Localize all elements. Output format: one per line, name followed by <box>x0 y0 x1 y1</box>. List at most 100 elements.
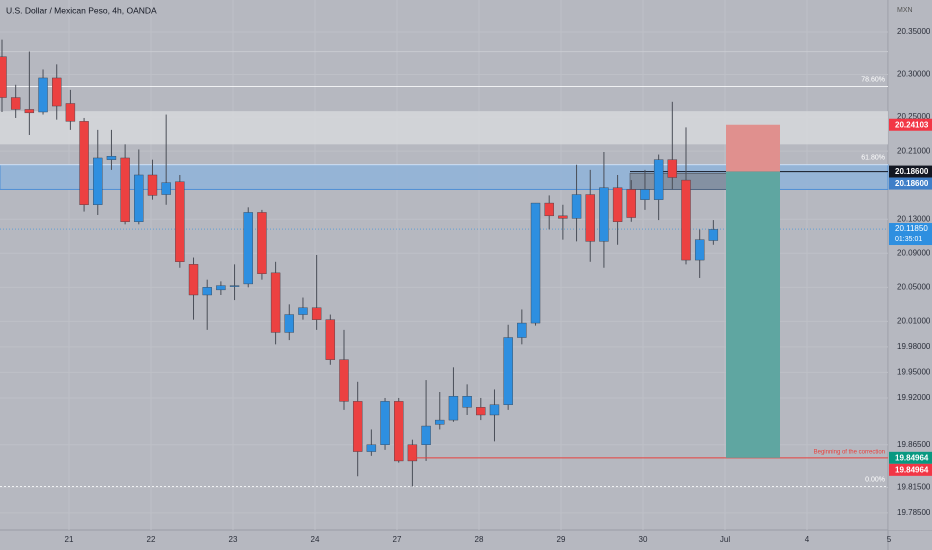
candle-body <box>585 194 595 242</box>
candle-body <box>517 322 527 338</box>
y-tick-label: 20.35000 <box>897 27 931 36</box>
chart-title: U.S. Dollar / Mexican Peso, 4h, OANDA <box>6 5 157 15</box>
candle-body <box>708 229 719 241</box>
y-tick-label: 19.86500 <box>897 440 931 449</box>
candle-body <box>339 359 349 402</box>
candle-body <box>325 319 336 360</box>
x-tick-label: 30 <box>639 535 648 544</box>
fib-label: 0.00% <box>865 476 885 483</box>
x-tick-label: 28 <box>475 535 484 544</box>
candle-body <box>544 202 554 217</box>
candle-body <box>24 109 35 114</box>
candle-body <box>667 159 678 178</box>
y-tick-label: 20.09000 <box>897 248 931 257</box>
candle-body <box>366 444 377 452</box>
candle-body <box>612 187 623 222</box>
candle-body <box>243 212 253 285</box>
price-label-box <box>889 451 932 464</box>
candle-body <box>448 396 459 421</box>
candle-body <box>202 287 212 296</box>
candle-body <box>79 121 89 205</box>
candle-body <box>0 56 7 98</box>
candle-body <box>352 401 363 452</box>
price-axis <box>889 0 932 530</box>
y-tick-label: 20.13000 <box>897 214 931 223</box>
currency-label: MXN <box>897 7 913 14</box>
position-stop <box>726 124 780 172</box>
candle-body <box>421 425 431 445</box>
candle-body <box>284 314 294 333</box>
candle-body <box>134 174 144 222</box>
y-tick-label: 20.05000 <box>897 282 931 291</box>
candle-body <box>147 174 158 196</box>
price-label-box <box>889 177 932 190</box>
position-target <box>726 171 780 458</box>
x-tick-label: 22 <box>147 535 156 544</box>
current-price-box <box>889 223 932 246</box>
y-tick-label: 19.95000 <box>897 368 931 377</box>
candle-body <box>216 285 226 291</box>
candle-body <box>380 401 390 445</box>
candle-body <box>161 182 171 195</box>
candle-body <box>257 212 267 274</box>
price-label: 20.18600 <box>895 167 929 176</box>
x-tick-label: 29 <box>557 535 566 544</box>
price-label: 20.24103 <box>895 120 929 129</box>
y-tick-label: 19.81500 <box>897 482 931 491</box>
candle-body <box>653 159 664 200</box>
candle-body <box>489 404 500 416</box>
candle-body <box>503 337 513 405</box>
candle-body <box>462 396 472 408</box>
x-tick-label: 21 <box>65 535 74 544</box>
candle-body <box>38 77 48 113</box>
candle-body <box>52 77 62 107</box>
price-label-box <box>889 463 932 476</box>
x-tick-label: 5 <box>887 535 892 544</box>
candle-body <box>558 215 568 219</box>
candle-body <box>93 157 103 205</box>
candle-body <box>640 189 650 200</box>
x-tick-label: 24 <box>311 535 320 544</box>
y-tick-label: 20.25000 <box>897 112 931 121</box>
candle-body <box>270 272 281 333</box>
x-tick-label: 4 <box>805 535 810 544</box>
y-tick-label: 20.01000 <box>897 316 931 325</box>
candle-body <box>394 401 404 462</box>
fib-label: 78.60% <box>861 76 885 83</box>
price-label: 19.84964 <box>895 465 929 474</box>
x-tick-label: 27 <box>393 535 402 544</box>
countdown-label: 01:35:01 <box>895 236 922 243</box>
candle-body <box>298 307 308 315</box>
candle-body <box>681 179 691 261</box>
candle-body <box>476 407 486 416</box>
candle-body <box>10 97 21 110</box>
candle-body <box>530 202 541 324</box>
current-price-label: 20.11850 <box>895 224 928 233</box>
price-label: 20.18600 <box>895 179 929 188</box>
price-label: 19.84964 <box>895 453 929 462</box>
candle-body <box>175 181 185 262</box>
candle-body <box>120 157 130 222</box>
candle-body <box>599 187 609 242</box>
candle-body <box>626 189 636 218</box>
candle-body <box>571 194 582 219</box>
y-tick-label: 19.78500 <box>897 508 931 517</box>
y-tick-label: 19.98000 <box>897 342 931 351</box>
y-tick-label: 20.21000 <box>897 146 931 155</box>
y-tick-label: 20.30000 <box>897 70 931 79</box>
x-tick-label: 23 <box>229 535 238 544</box>
candle-body <box>311 307 322 320</box>
candle-body <box>106 156 117 160</box>
x-tick-label: Jul <box>720 535 730 544</box>
candle-body <box>229 285 240 287</box>
fib-label: 61.80% <box>861 155 885 162</box>
candle-body <box>65 103 76 122</box>
annotation-text: Beginning of the correction <box>814 449 885 455</box>
candle-body <box>407 444 418 462</box>
candle-body <box>694 239 705 261</box>
price-label-box <box>889 165 932 178</box>
price-label-box <box>889 118 932 131</box>
